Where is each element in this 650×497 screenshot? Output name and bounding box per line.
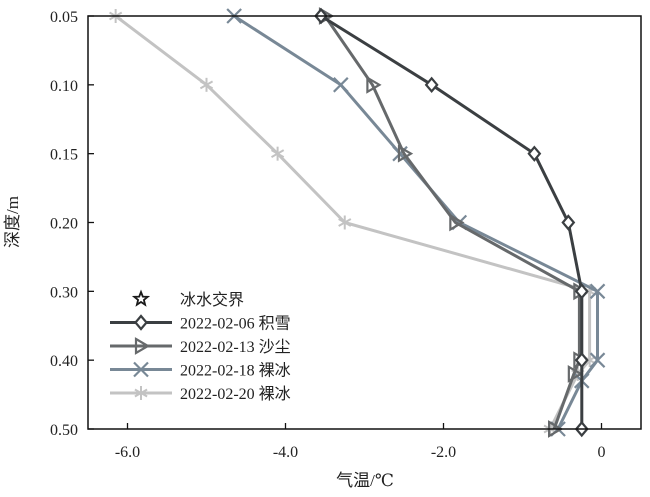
y-tick-label: 0.30 bbox=[50, 284, 78, 301]
legend-item: 2022-02-06 积雪 bbox=[110, 314, 291, 333]
legend-label: 2022-02-13 沙尘 bbox=[180, 338, 291, 356]
y-tick-label: 0.05 bbox=[50, 9, 78, 26]
y-tick-label: 0.15 bbox=[50, 147, 78, 164]
legend-item: 2022-02-13 沙尘 bbox=[110, 337, 291, 356]
data-point bbox=[271, 146, 285, 161]
data-point bbox=[424, 76, 439, 94]
data-point bbox=[397, 144, 414, 163]
x-tick-label: -4.0 bbox=[273, 444, 298, 461]
legend-marker bbox=[134, 337, 151, 355]
legend-marker bbox=[134, 314, 148, 331]
y-tick-label: 0.50 bbox=[50, 422, 78, 439]
plot-frame bbox=[87, 15, 642, 430]
legend-marker bbox=[133, 361, 149, 378]
data-point bbox=[574, 351, 589, 369]
x-axis-label: 气温/℃ bbox=[336, 471, 394, 490]
series-layer bbox=[109, 7, 606, 438]
x-tick-label: -6.0 bbox=[115, 444, 140, 461]
data-point bbox=[567, 365, 584, 383]
data-point bbox=[199, 77, 214, 92]
data-point bbox=[366, 75, 382, 94]
data-point bbox=[527, 145, 542, 162]
legend-label: 2022-02-06 积雪 bbox=[180, 315, 291, 333]
legend-label: 2022-02-20 裸冰 bbox=[180, 385, 291, 403]
legend-item: 2022-02-18 裸冰 bbox=[110, 362, 291, 380]
x-tick-label: -2.0 bbox=[431, 444, 456, 461]
data-point bbox=[338, 215, 352, 230]
data-point bbox=[589, 352, 606, 368]
y-axis-label: 深度/m bbox=[3, 196, 22, 248]
legend: 冰水交界 2022-02-06 积雪 2022-02-13 沙尘 2022-02-18… bbox=[110, 289, 291, 403]
legend-item: 冰水交界 bbox=[131, 289, 244, 309]
data-point bbox=[589, 283, 606, 300]
legend-label: 冰水交界 bbox=[180, 291, 244, 309]
data-point bbox=[574, 283, 589, 300]
series-line bbox=[323, 15, 581, 430]
legend-marker bbox=[134, 386, 148, 400]
y-tick-label: 0.20 bbox=[50, 216, 78, 233]
y-tick-label: 0.10 bbox=[50, 78, 78, 95]
x-tick-label: 0 bbox=[598, 444, 606, 461]
y-tick-label: 0.40 bbox=[50, 353, 78, 370]
legend-label: 2022-02-18 裸冰 bbox=[180, 362, 291, 380]
data-point bbox=[449, 213, 465, 232]
ticks-layer: -6.0 -4.0 -2.0 0 0.05 0.10 0.15 0.20 0.30 0.40 0.5… bbox=[50, 9, 606, 461]
data-point bbox=[333, 77, 349, 93]
legend-item: 2022-02-20 裸冰 bbox=[110, 385, 291, 403]
series-triangle-right bbox=[318, 7, 589, 438]
series-line bbox=[114, 14, 592, 430]
legend-marker bbox=[131, 289, 151, 307]
data-point bbox=[561, 214, 576, 231]
